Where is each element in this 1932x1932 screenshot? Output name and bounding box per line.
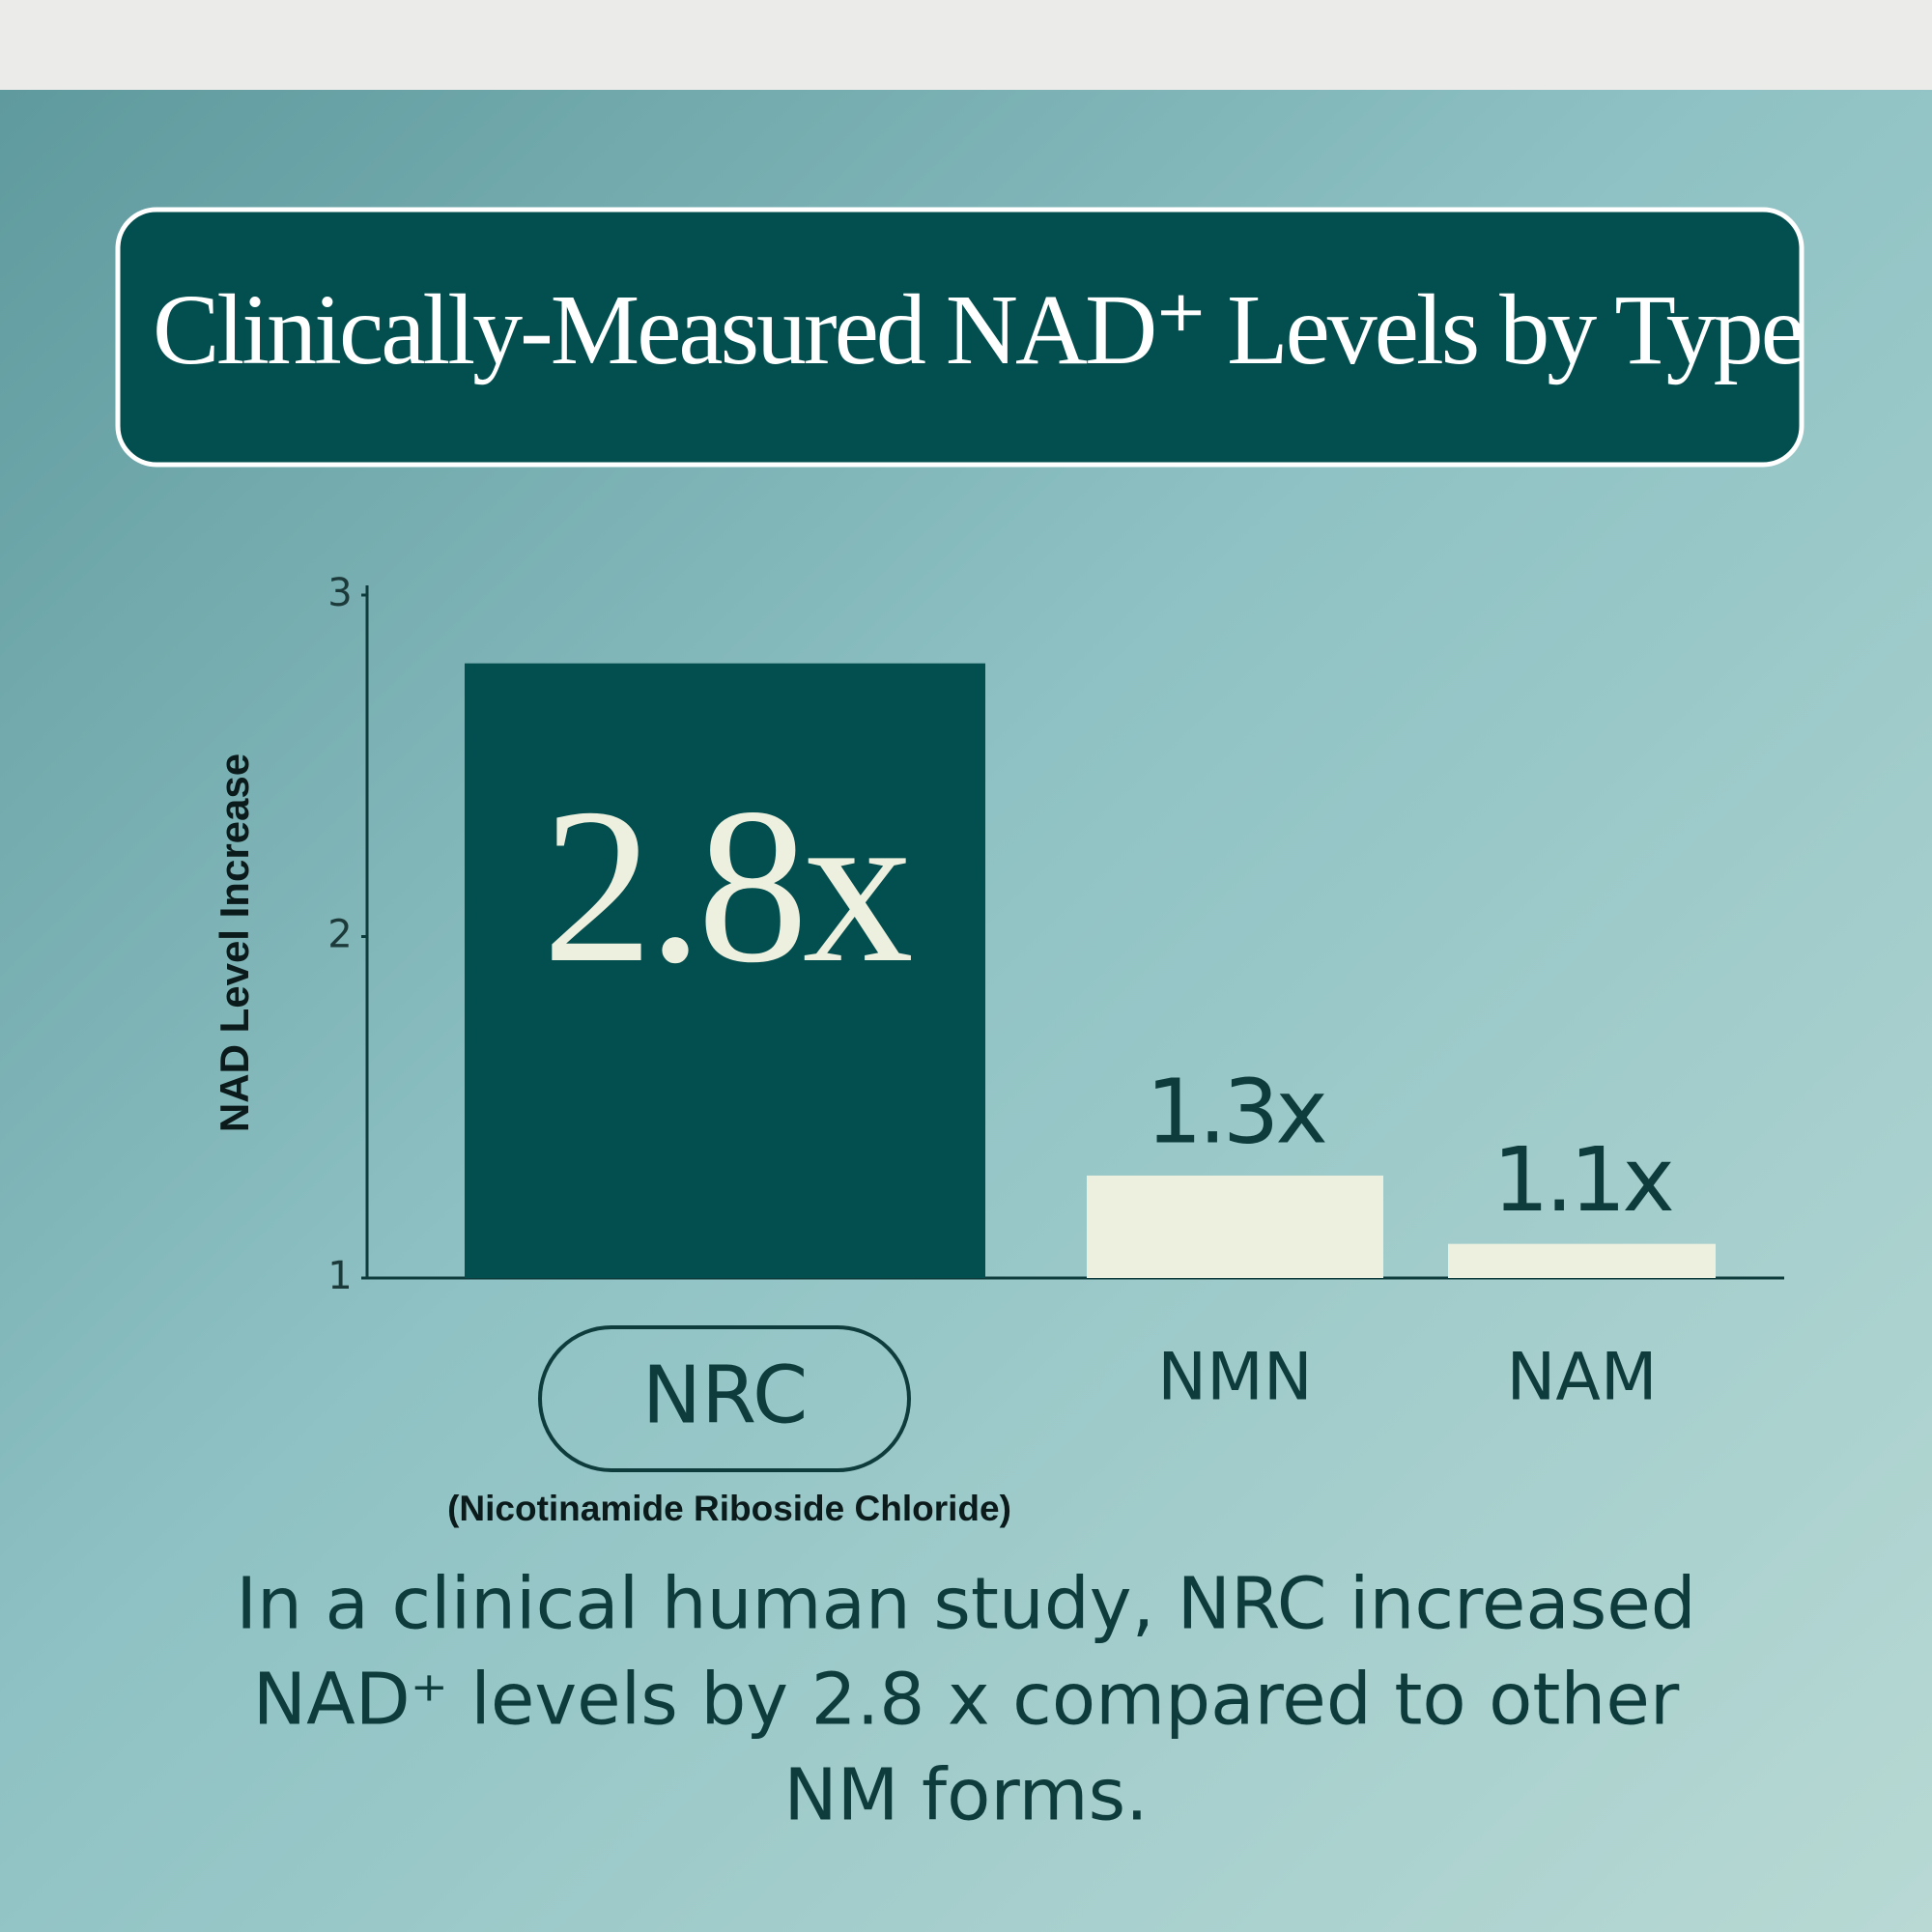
bar xyxy=(465,663,985,1278)
value-label: 1.1x xyxy=(1492,1128,1672,1232)
bar xyxy=(1448,1243,1716,1278)
value-label: 2.8x xyxy=(542,762,912,1009)
x-tick-label: NRC xyxy=(642,1350,809,1441)
chart-title: Clinically-Measured NAD⁺ Levels by Type xyxy=(153,274,1803,385)
value-label: 1.3x xyxy=(1146,1060,1325,1163)
caption-line: In a clinical human study, NRC increased xyxy=(236,1563,1696,1646)
y-axis-label: NAD Level Increase xyxy=(212,753,257,1132)
title-box xyxy=(115,207,1804,468)
caption-line: NM forms. xyxy=(783,1754,1148,1837)
highlight-pill xyxy=(538,1325,911,1472)
annotation: (Nicotinamide Riboside Chloride) xyxy=(447,1489,1011,1528)
top-strip xyxy=(0,0,1932,90)
caption-line: NAD⁺ levels by 2.8 x compared to other xyxy=(253,1659,1680,1742)
y-tick-label: 2 xyxy=(327,913,352,957)
x-tick-label: NAM xyxy=(1506,1340,1657,1416)
y-tick-label: 3 xyxy=(327,571,352,615)
bar xyxy=(1087,1175,1383,1278)
x-tick-label: NMN xyxy=(1157,1340,1312,1416)
y-tick-label: 1 xyxy=(327,1254,352,1298)
